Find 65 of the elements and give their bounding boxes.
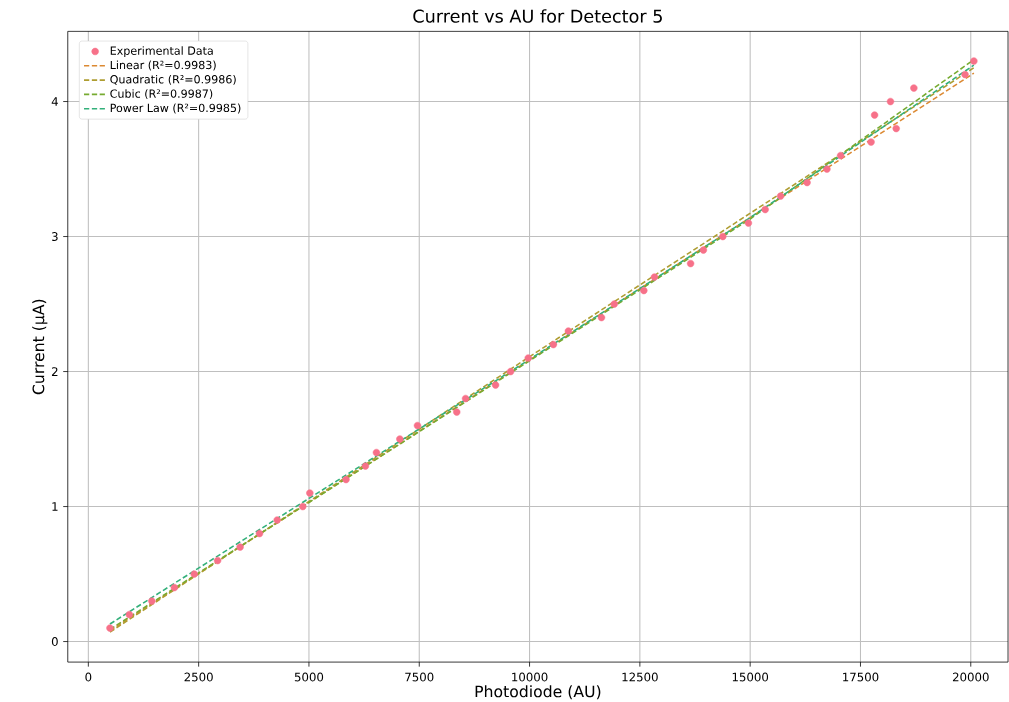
point xyxy=(524,354,532,362)
legend-label: Linear (R²=0.9983) xyxy=(110,60,216,71)
x-tick-label: 15000 xyxy=(732,672,769,682)
y-tick-label: 0 xyxy=(51,637,58,646)
point xyxy=(836,151,845,160)
point xyxy=(776,192,785,200)
chart-title: Current vs AU for Detector 5 xyxy=(413,9,662,23)
x-tick-label: 7500 xyxy=(405,672,434,682)
point xyxy=(744,219,753,227)
point xyxy=(910,84,918,92)
point xyxy=(106,624,114,632)
y-tick-label: 2 xyxy=(51,367,58,376)
legend-label: Quadratic (R²=0.9986) xyxy=(110,74,236,85)
point xyxy=(761,205,769,214)
point xyxy=(961,70,969,79)
point xyxy=(413,421,422,430)
point xyxy=(236,543,244,551)
point xyxy=(491,381,500,389)
x-tick-label: 2500 xyxy=(184,672,213,682)
legend-label: Power Law (R²=0.9985) xyxy=(110,103,241,114)
point xyxy=(170,583,179,592)
point xyxy=(213,556,222,565)
point xyxy=(299,502,307,511)
y-tick-label: 3 xyxy=(52,231,58,241)
point xyxy=(970,57,978,65)
point xyxy=(892,124,900,133)
point xyxy=(255,529,264,538)
point xyxy=(699,246,708,254)
point xyxy=(549,340,558,349)
point xyxy=(870,111,879,119)
x-tick-label: 17500 xyxy=(843,672,879,682)
point xyxy=(125,610,134,619)
point xyxy=(342,475,350,484)
point xyxy=(650,273,659,281)
x-tick-label: 12500 xyxy=(622,672,658,682)
legend-label: Experimental Data xyxy=(110,46,213,57)
point xyxy=(372,448,381,457)
x-tick-label: 5000 xyxy=(294,672,324,682)
point xyxy=(190,570,198,578)
point xyxy=(610,300,618,308)
point xyxy=(148,597,156,605)
legend-label: Cubic (R²=0.9987) xyxy=(110,89,213,99)
point xyxy=(273,516,281,524)
point xyxy=(867,138,875,146)
point xyxy=(461,394,470,403)
x-tick-label: 10000 xyxy=(512,672,548,682)
point xyxy=(640,286,648,295)
point xyxy=(306,489,314,497)
point xyxy=(564,327,573,335)
point xyxy=(597,313,606,322)
x-tick-label: 20000 xyxy=(952,672,989,682)
point xyxy=(823,165,831,173)
x-axis-title: Photodiode (AU) xyxy=(475,685,601,700)
point xyxy=(506,367,515,376)
y-axis-title: Current (µA) xyxy=(32,299,48,395)
point xyxy=(453,408,461,416)
y-tick-label: 1 xyxy=(52,502,58,511)
point xyxy=(396,435,404,443)
point xyxy=(361,462,370,470)
point xyxy=(886,97,895,106)
x-tick-label: 0 xyxy=(85,672,92,682)
y-tick-label: 4 xyxy=(51,97,58,106)
point xyxy=(719,232,727,241)
point xyxy=(686,259,695,268)
point xyxy=(803,178,811,187)
